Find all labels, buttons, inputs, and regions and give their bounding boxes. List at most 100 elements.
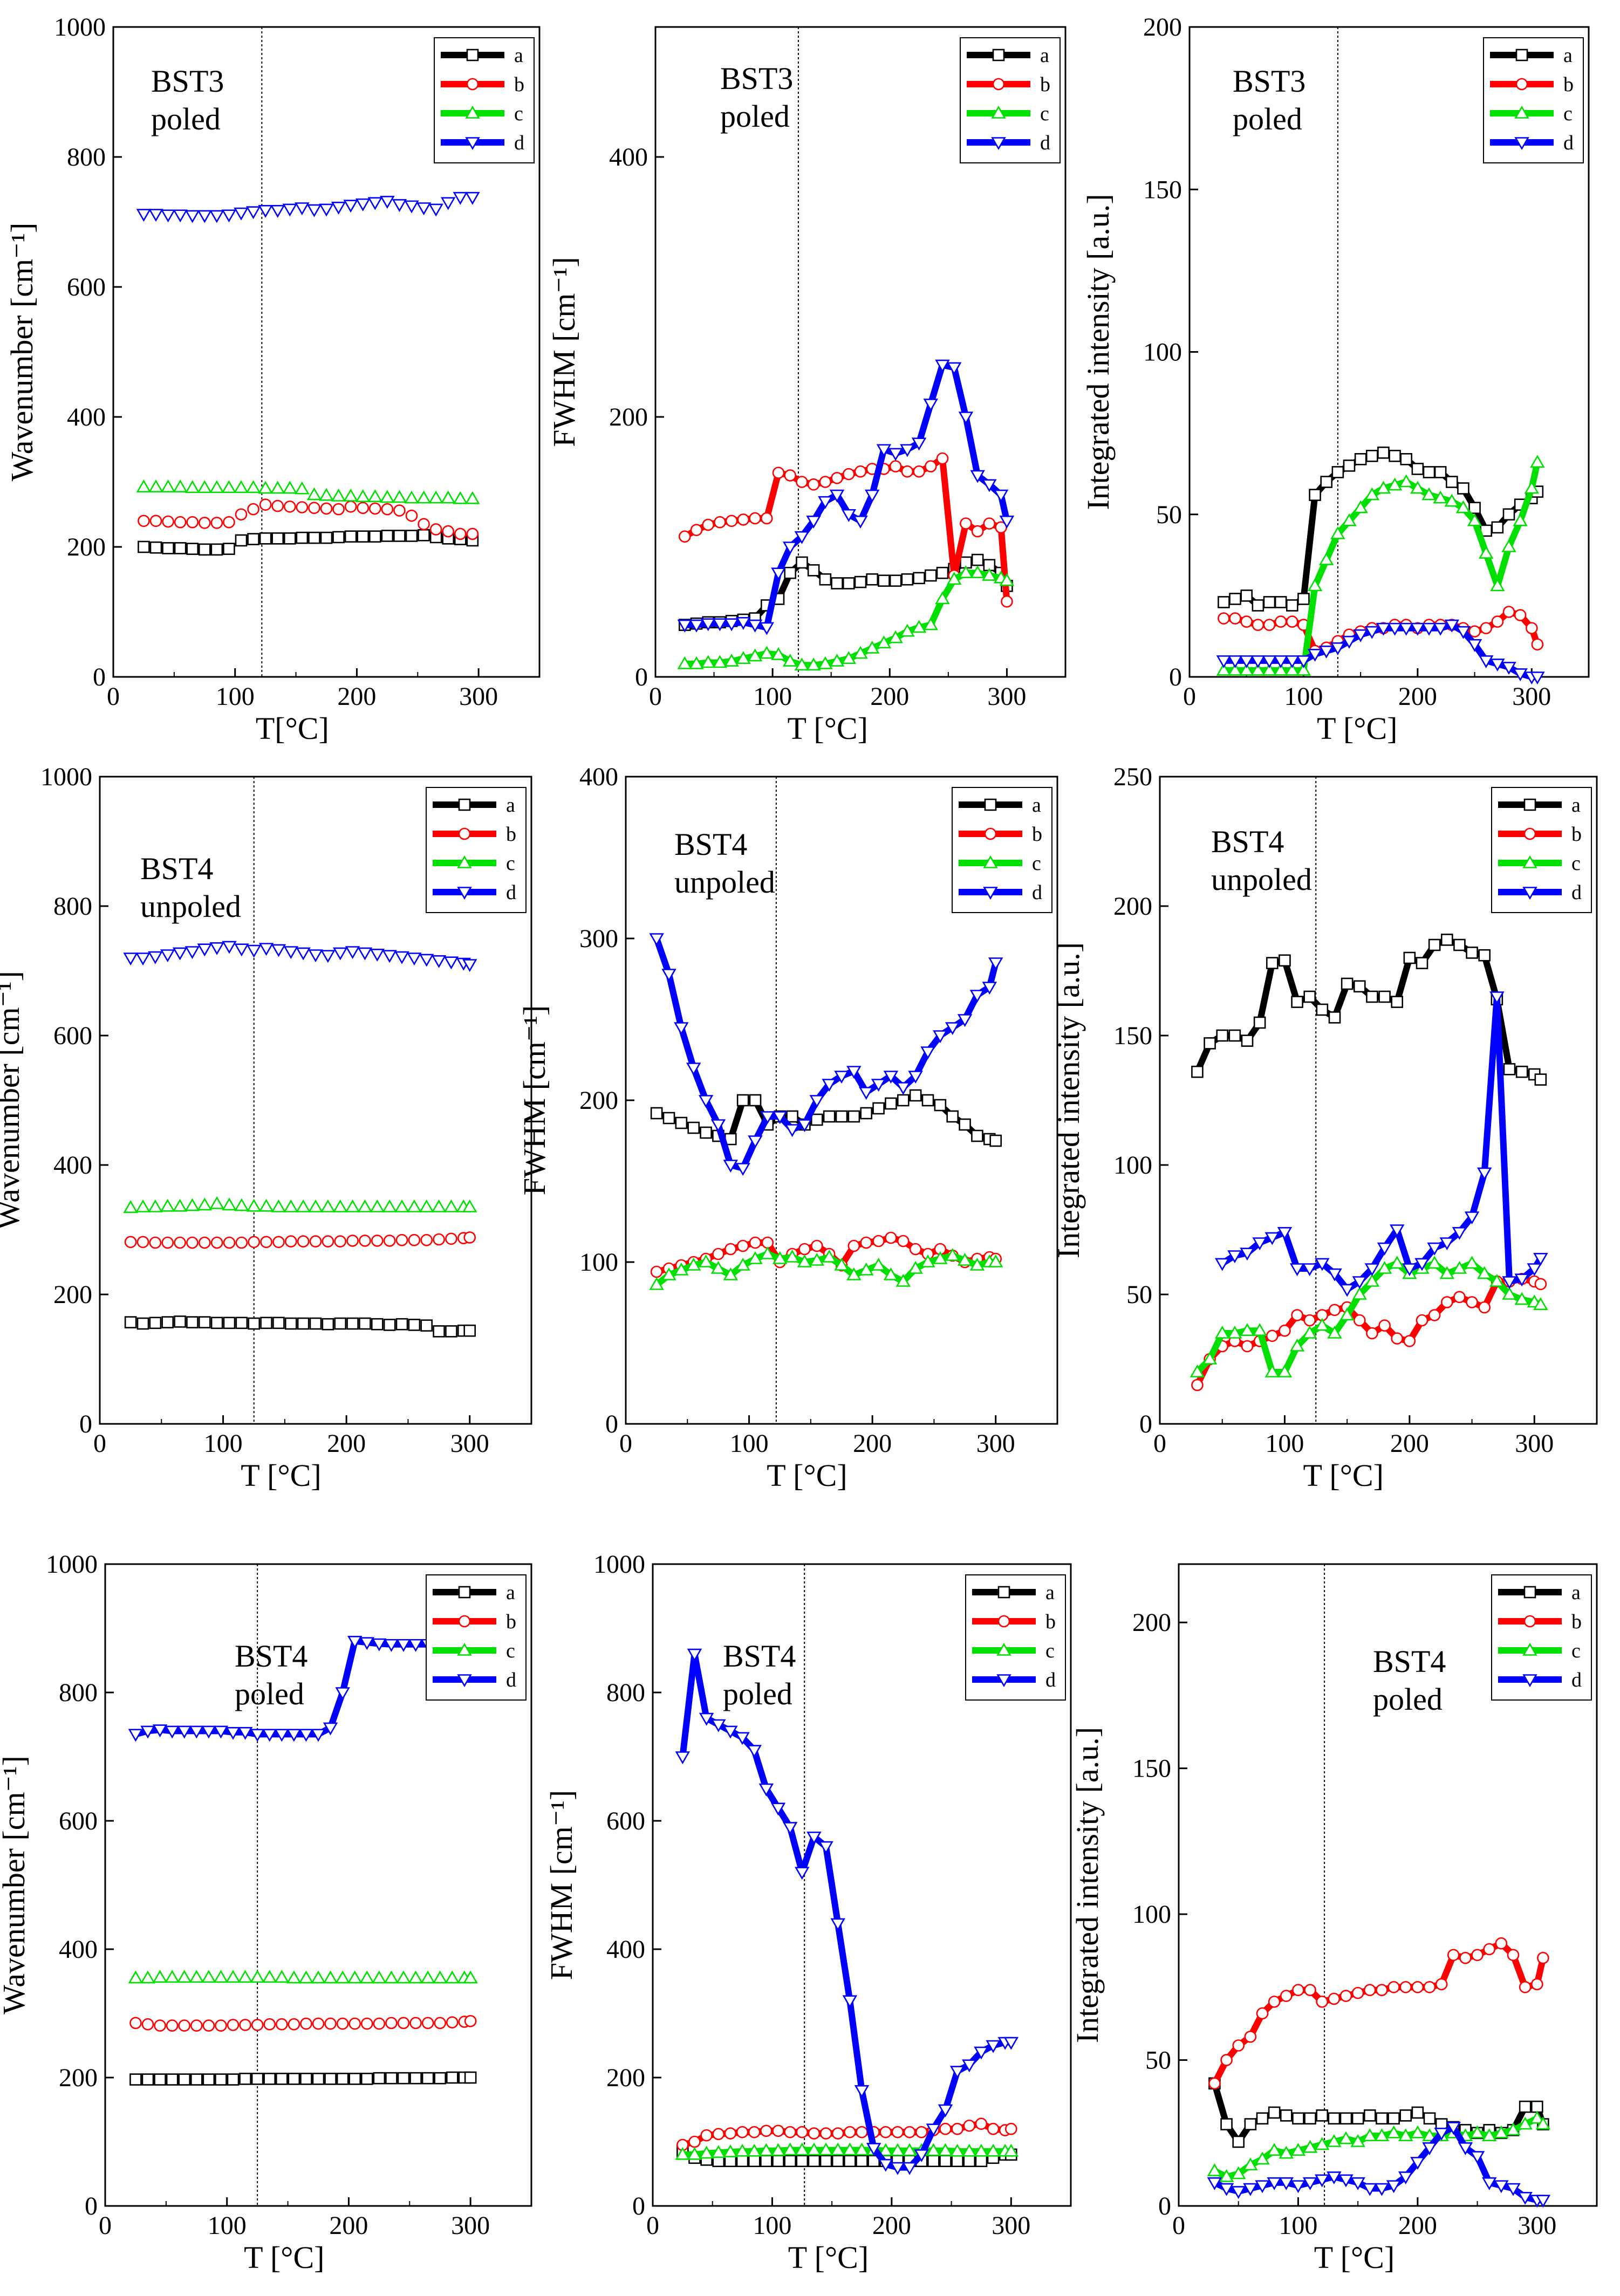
data-point-c	[140, 1970, 155, 1984]
data-point-c	[213, 1970, 229, 1983]
data-point-d	[160, 949, 175, 963]
data-point-a	[889, 574, 902, 587]
data-point-b	[357, 502, 370, 515]
series-b	[676, 2117, 1017, 2151]
data-point-b	[284, 1235, 297, 1248]
data-point-b	[650, 1265, 663, 1278]
data-point-c	[1252, 1323, 1267, 1336]
data-point-b	[971, 525, 984, 538]
data-point-c	[258, 481, 273, 494]
data-point-d	[234, 943, 249, 957]
data-point-a	[312, 2073, 325, 2085]
x-tick-label: 300	[992, 2211, 1030, 2240]
data-point-c	[1267, 2143, 1282, 2156]
data-point-a	[662, 1112, 675, 1125]
data-point-d	[416, 202, 432, 216]
data-point-a	[190, 2073, 203, 2086]
data-point-a	[136, 1317, 149, 1330]
data-point-b	[1353, 1314, 1366, 1327]
data-point-d	[160, 209, 176, 223]
data-point-d	[1255, 2180, 1270, 2194]
data-point-d	[1003, 2037, 1019, 2050]
data-point-a	[1339, 2112, 1352, 2125]
data-point-b	[381, 503, 394, 516]
data-point-b	[161, 1236, 174, 1249]
data-point-b	[1531, 638, 1544, 651]
data-point-b	[1428, 1309, 1441, 1321]
panel-annotation: poled	[151, 101, 221, 136]
data-point-d	[1376, 622, 1391, 636]
data-point-c	[432, 1970, 448, 1984]
data-point-c	[172, 1198, 188, 1212]
data-point-b	[1328, 1304, 1341, 1317]
data-point-c	[1452, 1260, 1467, 1274]
data-point-d	[1227, 655, 1243, 668]
data-point-d	[686, 1063, 701, 1076]
data-point-c	[123, 1200, 138, 1213]
data-point-c	[1533, 1297, 1548, 1310]
data-point-b	[678, 530, 691, 543]
data-point-c	[958, 565, 974, 578]
data-point-b	[1304, 1984, 1316, 1997]
data-point-b	[397, 2017, 410, 2030]
legend-marker-d	[983, 887, 998, 900]
data-point-d	[900, 444, 915, 457]
data-point-c	[404, 490, 419, 504]
data-point-d	[1362, 2183, 1378, 2196]
data-point-b	[308, 502, 320, 515]
data-point-d	[1427, 1242, 1442, 1256]
data-point-b	[772, 467, 785, 479]
data-point-b	[1453, 1291, 1466, 1304]
data-point-c	[858, 1262, 874, 1276]
data-point-a	[174, 542, 187, 554]
data-point-a	[202, 2073, 215, 2086]
data-point-a	[860, 1107, 873, 1120]
data-point-d	[1250, 655, 1266, 668]
y-tick-label: 1000	[46, 1550, 98, 1579]
data-point-c	[1214, 1325, 1230, 1339]
data-point-d	[148, 209, 163, 222]
data-point-c	[1398, 474, 1414, 488]
y-tick-label: 1000	[593, 1550, 645, 1579]
data-point-c	[1501, 539, 1516, 552]
data-point-a	[405, 530, 418, 542]
data-point-c	[1481, 2128, 1497, 2141]
data-point-a	[1218, 596, 1230, 608]
data-point-d	[842, 1995, 858, 2009]
data-point-c	[782, 2142, 798, 2156]
data-point-b	[724, 2127, 737, 2140]
data-point-b	[464, 2014, 477, 2027]
data-point-a	[308, 531, 320, 544]
data-point-c	[392, 490, 407, 503]
data-point-c	[250, 1970, 265, 1983]
chart-panel-1: 0 100 200 300 0 200 400 600 800 1000 T[°C] Wavenumb…	[4, 13, 541, 746]
data-point-c	[758, 2143, 774, 2156]
data-point-d	[700, 618, 716, 632]
data-point-b	[446, 2016, 459, 2028]
data-point-d	[1477, 1167, 1492, 1181]
data-point-c	[160, 479, 176, 492]
data-point-a	[162, 542, 174, 554]
data-point-b	[760, 512, 773, 525]
data-point-c	[842, 2142, 858, 2156]
data-point-a	[1216, 1029, 1229, 1042]
y-tick-label: 200	[579, 1086, 618, 1115]
data-point-d	[883, 1071, 899, 1084]
data-point-a	[463, 1324, 476, 1337]
data-point-b	[903, 2126, 916, 2139]
data-point-c	[674, 1262, 689, 1276]
data-point-d	[1513, 668, 1528, 682]
data-point-d	[1398, 622, 1414, 636]
data-point-a	[409, 2072, 422, 2085]
data-point-d	[806, 1831, 822, 1845]
data-point-d	[213, 1725, 229, 1739]
data-point-a	[284, 1317, 297, 1330]
x-tick-label: 200	[337, 682, 376, 711]
data-point-a	[963, 2155, 976, 2167]
data-point-c	[221, 480, 237, 494]
series-d	[649, 933, 1003, 1176]
series-c	[128, 1970, 478, 1984]
plot-frame	[112, 26, 541, 678]
legend-label-a: a	[506, 794, 515, 817]
data-point-c	[320, 1199, 336, 1212]
